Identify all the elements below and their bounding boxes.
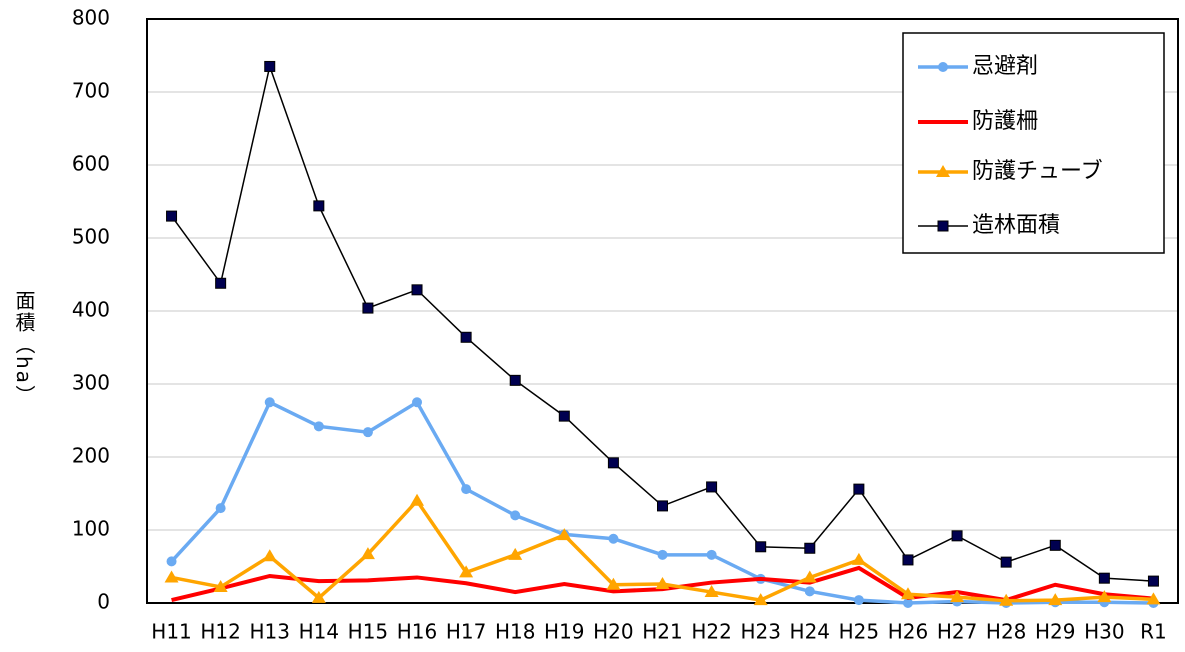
point	[410, 493, 425, 506]
point	[313, 421, 324, 432]
point	[510, 510, 521, 521]
legend-label: 造林面積	[972, 213, 1060, 238]
plot-frame	[146, 18, 1179, 604]
x-tick-label: H12	[200, 620, 241, 644]
point	[459, 565, 474, 578]
legend-label: 忌避剤	[972, 54, 1038, 79]
point	[313, 200, 325, 212]
point	[606, 577, 621, 590]
point	[411, 284, 423, 296]
point	[755, 541, 767, 553]
y-tick-label: 400	[72, 298, 110, 322]
x-tick-label: H11	[151, 620, 192, 644]
point	[1146, 592, 1161, 605]
point	[853, 595, 864, 606]
point	[804, 586, 815, 597]
x-tick-label: H15	[348, 620, 389, 644]
point	[412, 397, 423, 408]
series-line	[171, 565, 1154, 603]
legend-label: 防護柵	[972, 109, 1038, 134]
point	[461, 484, 472, 495]
point	[508, 547, 523, 560]
x-tick-label: H26	[888, 620, 929, 644]
x-tick-label: H29	[1035, 620, 1076, 644]
point	[164, 570, 179, 583]
x-tick-label: H18	[495, 620, 536, 644]
x-tick-label: H23	[740, 620, 781, 644]
x-tick-label: H24	[790, 620, 831, 644]
point	[264, 397, 275, 408]
point	[608, 533, 619, 544]
y-tick-label: 300	[72, 371, 110, 395]
point	[460, 331, 472, 343]
point	[558, 410, 570, 422]
legend-label: 防護チューブ	[972, 159, 1103, 184]
point	[264, 60, 276, 72]
point	[851, 552, 866, 565]
point	[215, 503, 226, 514]
point	[753, 593, 768, 606]
point	[1098, 572, 1110, 584]
x-tick-label: H28	[986, 620, 1027, 644]
point	[951, 530, 963, 542]
point	[557, 528, 572, 541]
point	[657, 549, 668, 560]
point	[950, 590, 965, 603]
x-tick-label: H22	[691, 620, 732, 644]
point	[607, 457, 619, 469]
y-axis-label: 面積（ha）	[12, 290, 36, 407]
point	[311, 590, 326, 603]
point	[360, 547, 375, 560]
point	[804, 542, 816, 554]
point	[215, 277, 227, 289]
x-tick-label: H17	[446, 620, 487, 644]
point	[1000, 556, 1012, 568]
point	[362, 302, 374, 314]
point	[362, 427, 373, 438]
legend-marker	[937, 220, 949, 232]
y-tick-label: 100	[72, 517, 110, 541]
point	[853, 483, 865, 495]
x-tick-label: H16	[397, 620, 438, 644]
point	[902, 598, 913, 608]
point	[509, 374, 521, 386]
y-tick-label: 700	[72, 79, 110, 103]
y-tick-label: 200	[72, 444, 110, 468]
point	[262, 549, 277, 562]
point	[1097, 590, 1112, 603]
x-tick-label: H21	[642, 620, 683, 644]
point	[999, 593, 1014, 606]
x-tick-label: H13	[249, 620, 290, 644]
point	[900, 587, 915, 600]
legend-marker	[938, 62, 948, 72]
x-tick-label: H19	[544, 620, 585, 644]
point	[704, 585, 719, 598]
point	[657, 500, 668, 512]
x-tick-label: H20	[593, 620, 634, 644]
point	[213, 579, 228, 592]
point	[166, 556, 177, 567]
point	[706, 481, 718, 493]
point	[902, 554, 914, 566]
y-tick-label: 600	[72, 152, 110, 176]
x-tick-label: H27	[937, 620, 978, 644]
x-tick-label: H25	[839, 620, 880, 644]
y-tick-label: 0	[97, 590, 110, 614]
y-tick-label: 800	[72, 6, 110, 30]
x-tick-label: R1	[1140, 620, 1167, 644]
y-tick-label: 500	[72, 225, 110, 249]
point	[1147, 575, 1159, 587]
x-tick-label: H14	[299, 620, 340, 644]
legend-marker	[936, 165, 950, 177]
x-tick-label: H30	[1084, 620, 1125, 644]
point	[802, 570, 817, 583]
point	[706, 549, 717, 560]
point	[166, 210, 178, 222]
point	[655, 577, 670, 590]
point	[1048, 593, 1063, 606]
point	[1049, 539, 1061, 551]
